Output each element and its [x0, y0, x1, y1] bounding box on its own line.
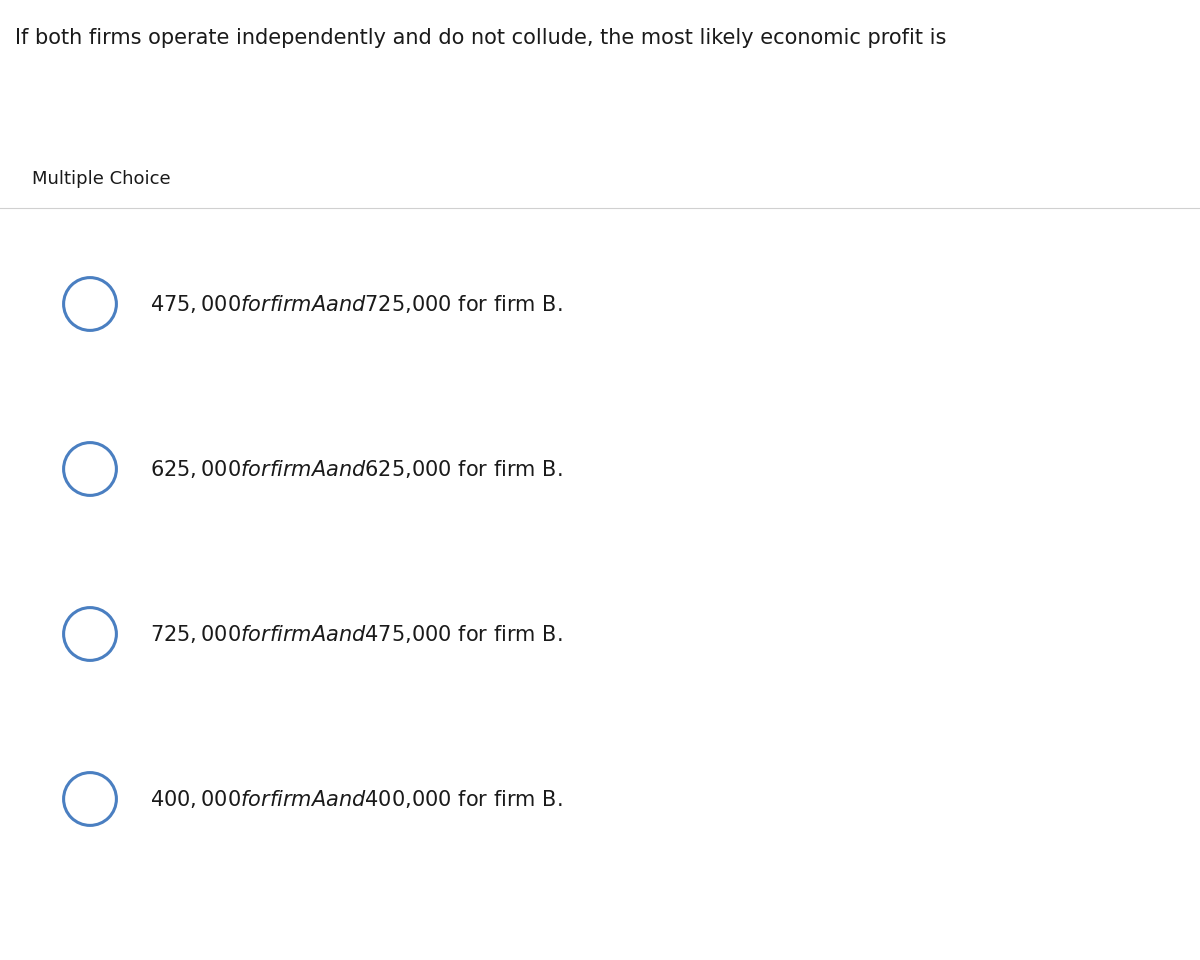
FancyBboxPatch shape — [24, 728, 1176, 870]
Text: $400,000 for firm A and $400,000 for firm B.: $400,000 for firm A and $400,000 for fir… — [150, 788, 563, 810]
Text: $625,000 for firm A and $625,000 for firm B.: $625,000 for firm A and $625,000 for fir… — [150, 458, 563, 480]
Text: $475,000 for firm A and $725,000 for firm B.: $475,000 for firm A and $725,000 for fir… — [150, 293, 563, 315]
Text: Multiple Choice: Multiple Choice — [32, 170, 172, 188]
FancyBboxPatch shape — [24, 563, 1176, 705]
FancyBboxPatch shape — [24, 233, 1176, 375]
FancyBboxPatch shape — [24, 398, 1176, 540]
Text: If both firms operate independently and do not collude, the most likely economic: If both firms operate independently and … — [14, 28, 947, 48]
Text: $725,000 for firm A and $475,000 for firm B.: $725,000 for firm A and $475,000 for fir… — [150, 623, 563, 645]
